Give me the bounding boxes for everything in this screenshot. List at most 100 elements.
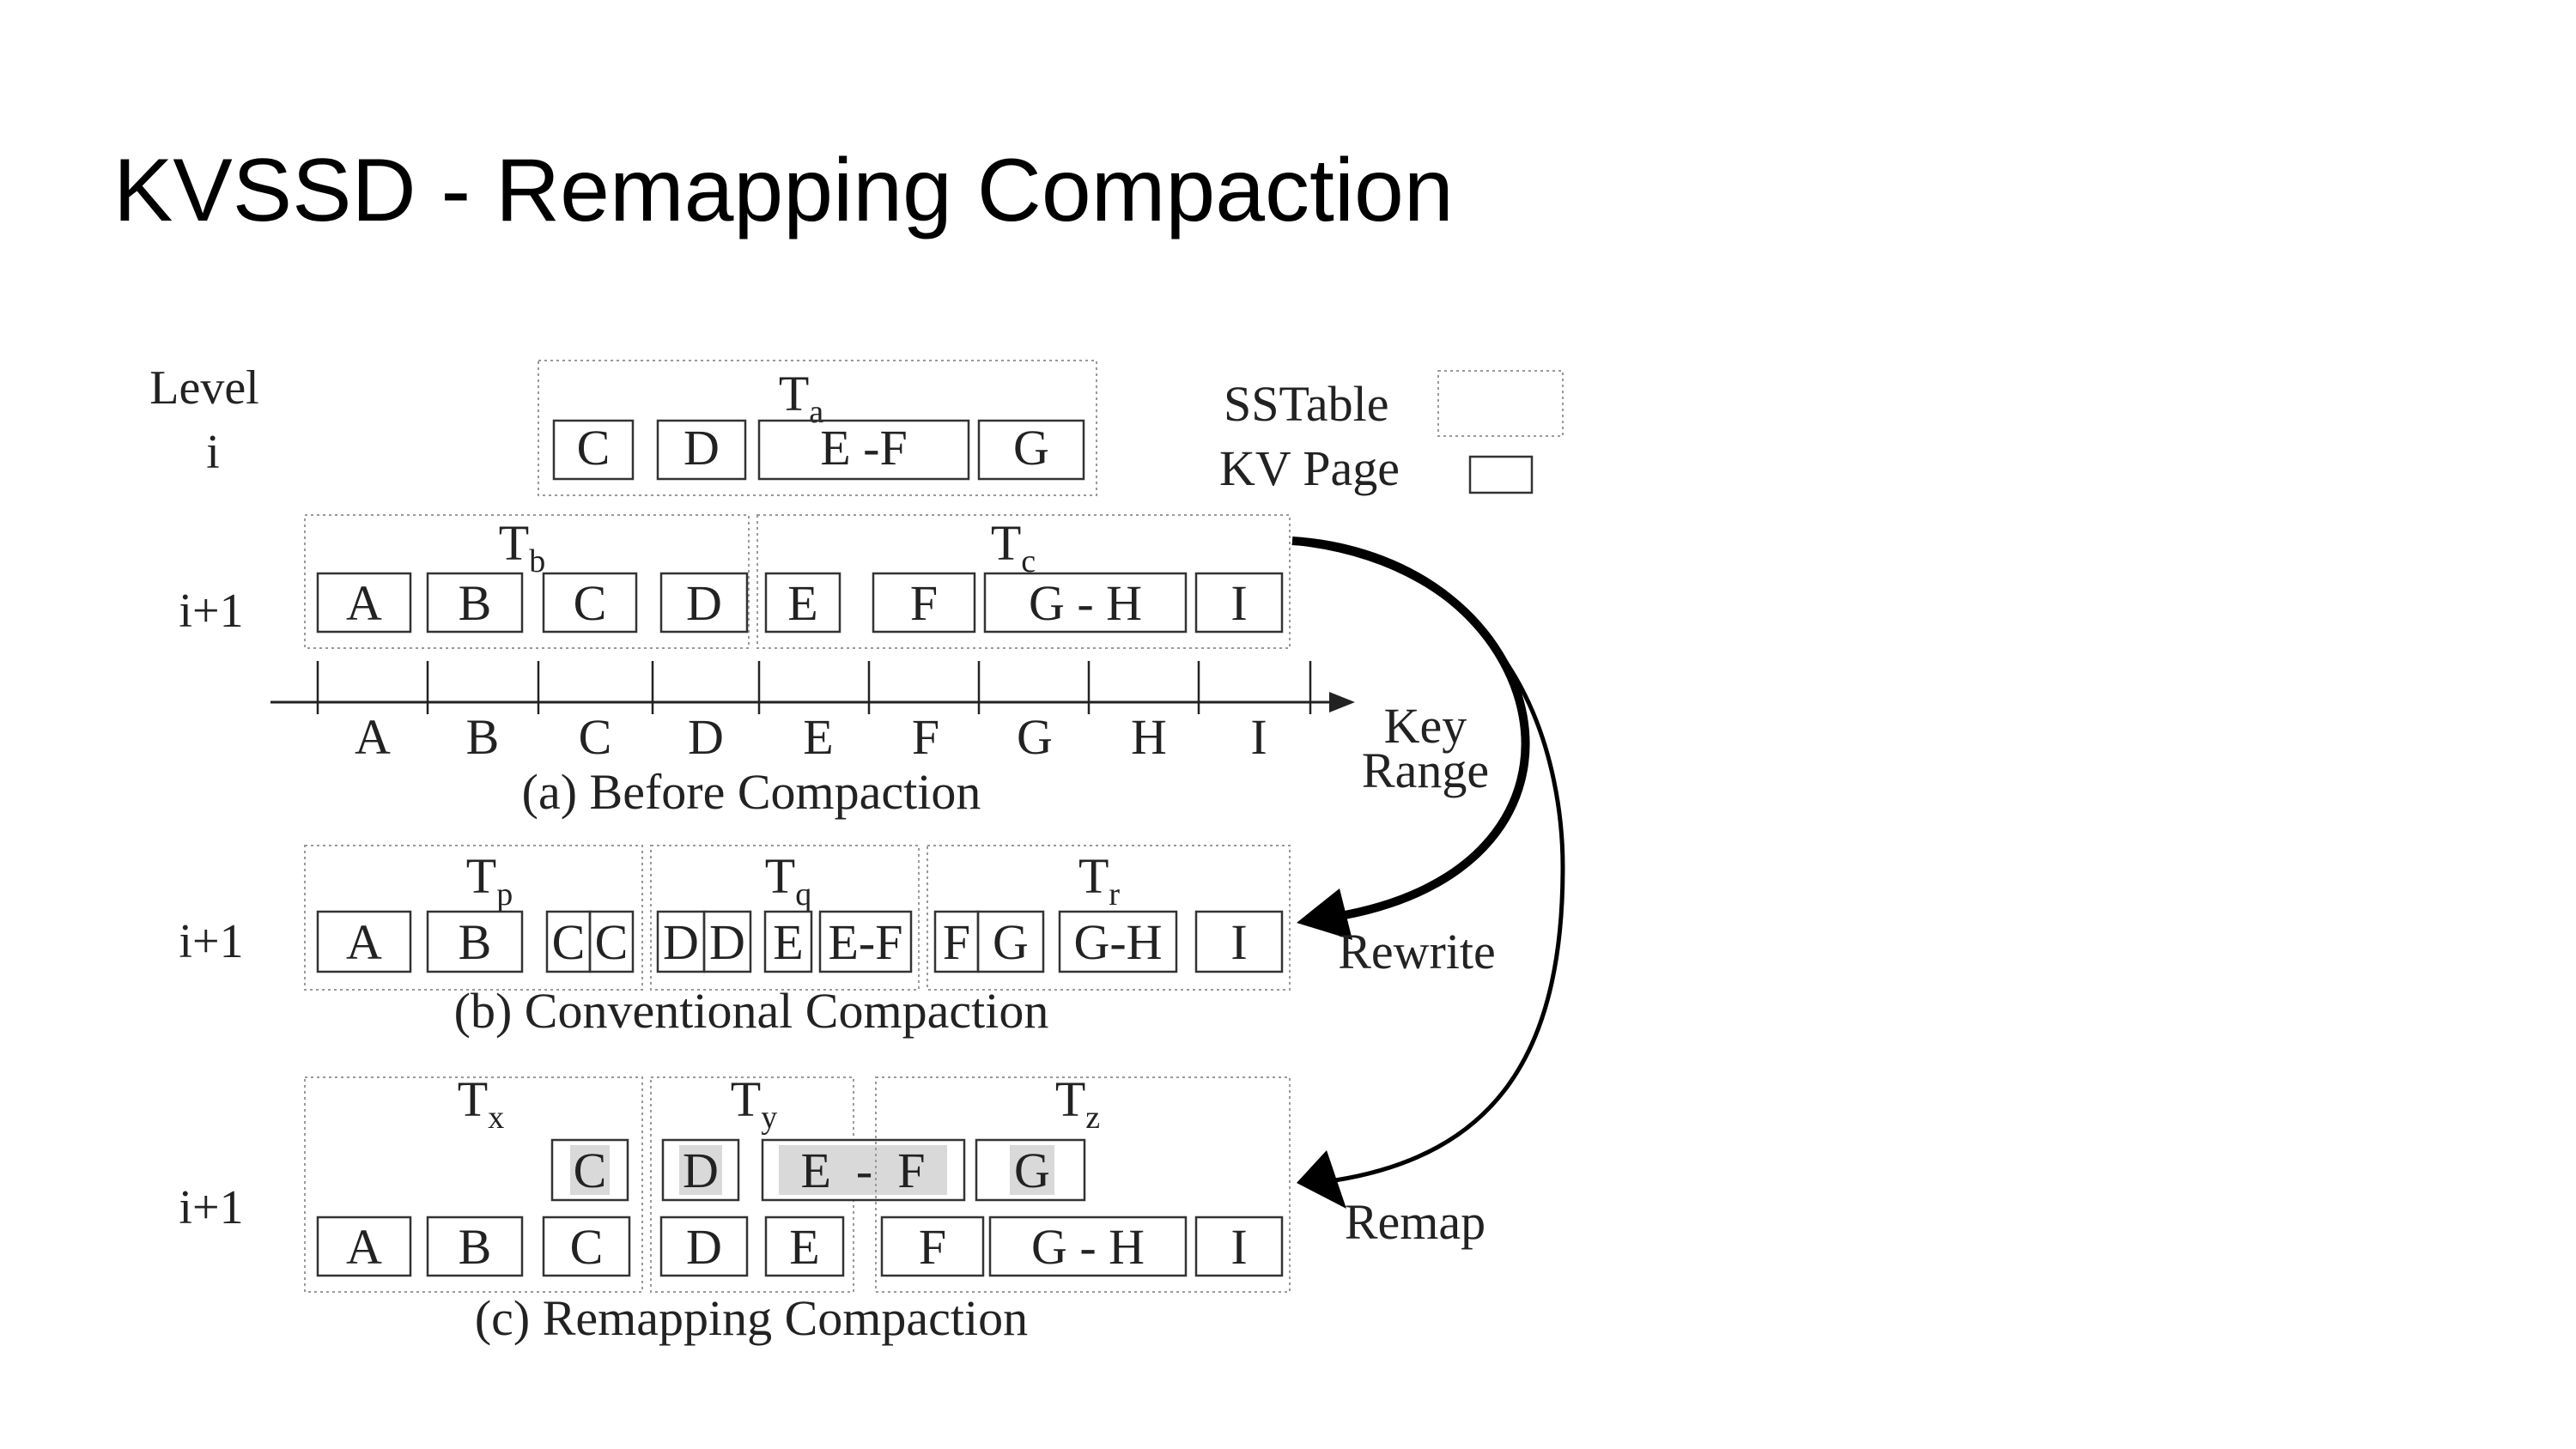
sstable-label: Tq [765,848,811,912]
kv-page-label: C [574,575,607,631]
sstable-label: Tp [466,848,513,912]
sstable-Tc: Tc E F G - H I [756,514,1291,649]
sstable-label: Tz [1055,1071,1100,1136]
kv-page [1194,1216,1284,1277]
kv-page [1194,910,1284,973]
remap-arrowhead [1297,1150,1346,1209]
kv-page-label: C [570,1219,604,1275]
kv-page [977,419,1085,481]
axis-label-key: Key [1384,698,1467,754]
shaded-highlight [779,1145,947,1195]
sstable-border [650,845,920,991]
legend-kv-page-swatch [1468,455,1534,494]
kv-page-label: I [1230,914,1247,970]
legend-kv-page-label: KV Page [1219,440,1400,496]
sstable-border [538,360,1097,496]
kv-page [757,419,970,481]
kv-page [426,1216,524,1277]
sstable-label: Tb [499,515,545,579]
sstable-border [304,845,643,991]
sstable-label: Tr [1078,848,1120,912]
kv-page [983,572,1188,634]
kv-page-label: I [1230,1219,1247,1275]
kv-page-label: C [595,914,629,970]
slide-title: KVSSD - Remapping Compaction [113,141,1454,240]
axis-key-label: F [912,709,939,765]
caption-conventional-compaction: (b) Conventional Compaction [454,983,1049,1039]
sstable-border [927,845,1291,991]
sstable-border [650,1076,854,1293]
kv-page-label: G [1014,1143,1050,1198]
shaded-highlight [1010,1145,1054,1195]
kv-page [976,910,1045,973]
rewrite-label: Rewrite [1338,924,1496,979]
kv-page [1194,572,1284,634]
sstable-Ty-overflow-page: E - F [761,1138,966,1202]
remap-arrow: Remap [1291,540,1565,1250]
kv-page [426,910,524,973]
sstable-Tx: Tx C A B C [304,1071,643,1293]
axis-label-range: Range [1362,743,1489,798]
axis-key-label: C [579,709,612,765]
sstable-label: Tx [458,1071,504,1136]
kv-page-label: C [552,914,586,970]
kv-page-label: G - H [1031,1219,1145,1275]
sstable-label: Tc [991,515,1036,579]
kv-page [316,572,412,634]
kv-page-label: D [683,420,720,476]
legend-sstable-label: SSTable [1224,376,1389,432]
sstable-border [875,1076,1291,1293]
sstable-border [756,514,1291,649]
axis-key-label: B [466,709,500,765]
kv-page-label: A [346,914,382,970]
remap-arrow-curve [1291,540,1565,1183]
axis-arrowhead [1329,692,1355,712]
sstable-Tp: Tp A B C C [304,845,643,991]
kv-page-label: C [577,420,611,476]
legend-sstable-swatch [1437,370,1564,437]
legend: SSTable KV Page [1219,370,1564,496]
level-i1-label-a: i+1 [179,585,243,638]
sstable-label: Ty [731,1071,777,1136]
kv-page-label: G [993,914,1029,970]
kv-page-label: G-H [1073,914,1162,970]
sstable-Ty: Ty D D E [650,1071,854,1293]
axis-key-label: D [688,709,724,765]
axis-key-label: H [1131,709,1167,765]
rewrite-arrow-curve [1291,537,1530,921]
kv-page-label: G [1013,420,1049,476]
kv-page-label: F [919,1219,946,1275]
rewrite-arrowhead [1297,888,1352,940]
kv-page-label: C [574,1143,607,1198]
level-i-label: i [206,426,220,479]
kv-page-label: A [346,575,382,631]
kv-page [316,1216,412,1277]
kv-page [1058,910,1178,973]
kv-page-label: B [459,575,492,631]
kv-page [872,572,976,634]
axis-key-label: A [355,709,391,765]
shaded-highlight [570,1145,610,1195]
kv-page-label: E [787,575,817,631]
kv-page-label: D [709,914,745,970]
kv-page [659,572,749,634]
caption-before-compaction: (a) Before Compaction [522,764,981,820]
kv-page-label: F [910,575,938,631]
kv-page-label: E -F [820,420,908,476]
kv-page-label: F [943,914,970,970]
kv-page-label: D [686,575,722,631]
kv-page [818,910,913,973]
kv-page [542,1216,631,1277]
kv-page-label: B [459,1219,492,1275]
kv-page-label: E [789,1219,819,1275]
shaded-highlight [679,1145,722,1195]
level-i1-label-b: i+1 [179,915,243,968]
kv-page [588,910,635,973]
kv-page [659,1216,749,1277]
sstable-Ta: Ta C D E -F G [538,360,1097,496]
axis-key-label: I [1250,709,1267,765]
kv-page [988,1216,1188,1277]
kv-page [542,572,638,634]
axis-key-label: G [1017,709,1053,765]
